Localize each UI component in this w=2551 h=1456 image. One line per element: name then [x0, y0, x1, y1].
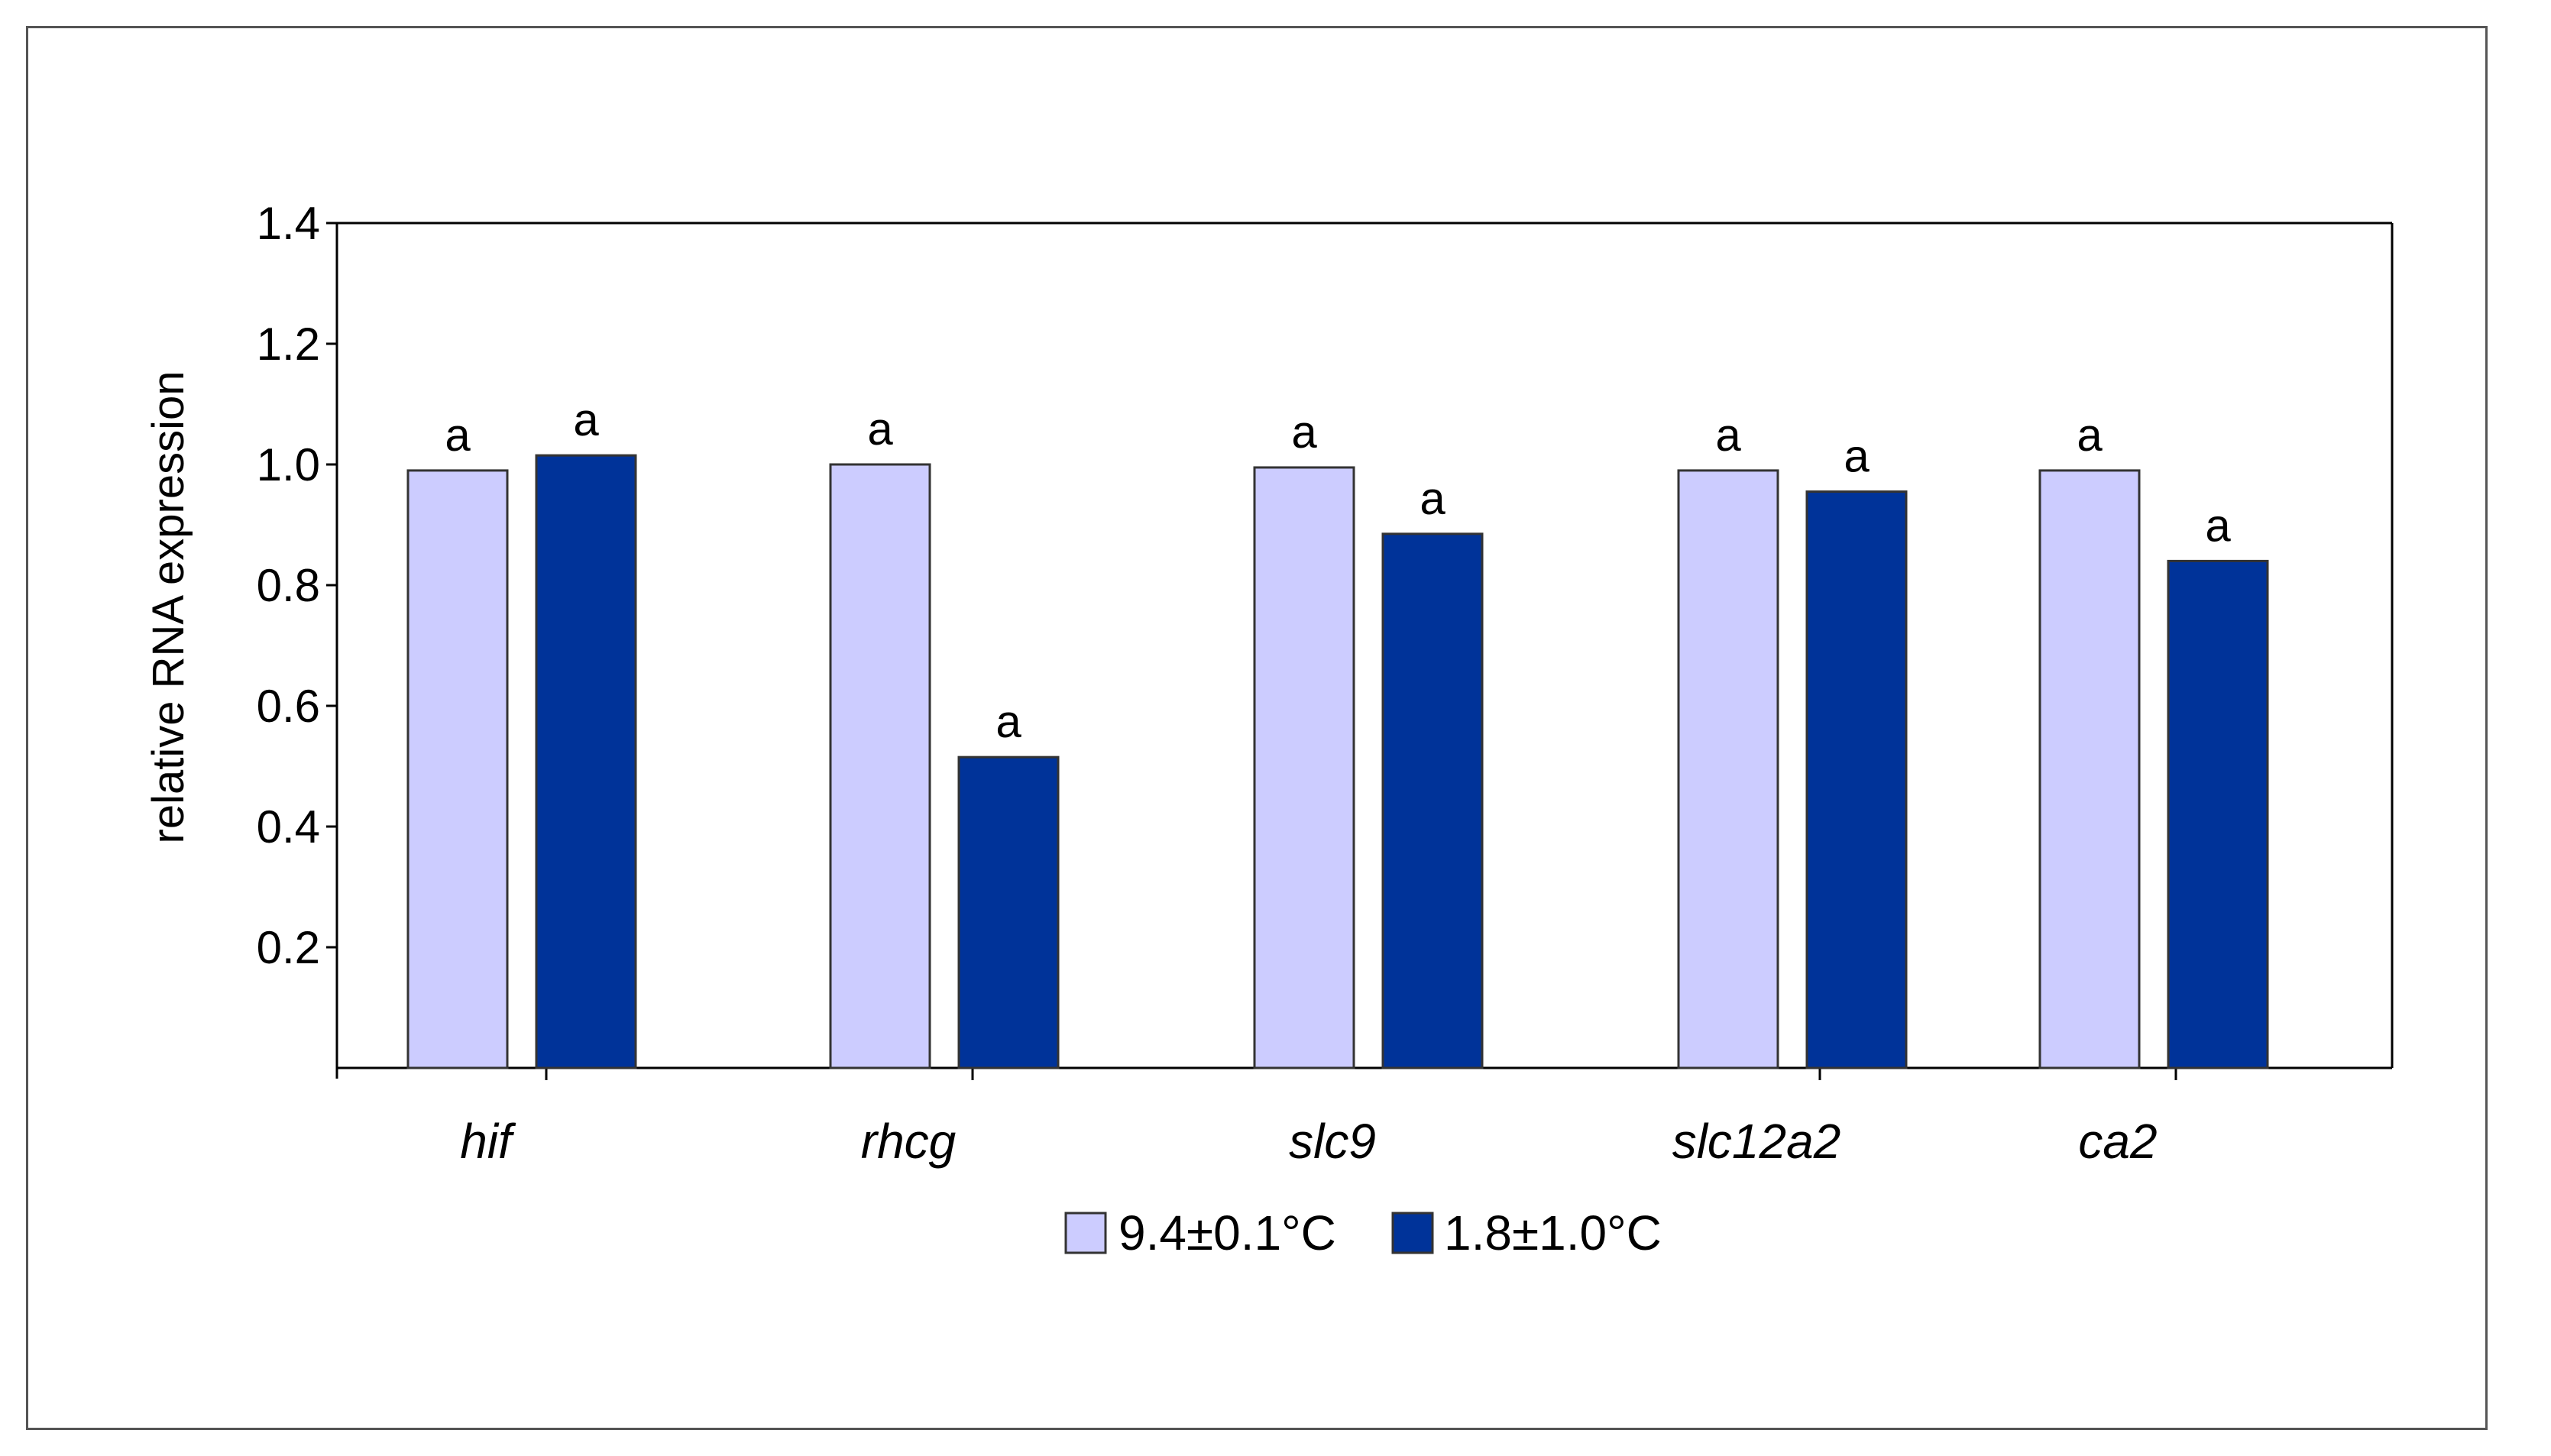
- significance-label: a: [573, 394, 599, 445]
- legend-swatch-2: [1391, 1212, 1434, 1254]
- significance-label: a: [1291, 406, 1317, 458]
- significance-label: a: [2077, 409, 2103, 461]
- legend: 9.4±0.1°C 1.8±1.0°C: [1064, 1205, 1662, 1260]
- significance-label: a: [445, 409, 471, 461]
- legend-swatch-1: [1064, 1212, 1107, 1254]
- bar-hif-series-2: [535, 454, 637, 1069]
- bar-hif-series-1: [406, 469, 509, 1069]
- y-axis-title: relative RNA expression: [144, 371, 193, 844]
- category-label-ca2: ca2: [2078, 1114, 2157, 1169]
- y-tick-label: 0.2: [257, 922, 320, 973]
- category-label-hif: hif: [460, 1114, 516, 1169]
- significance-label: a: [2205, 500, 2231, 551]
- bar-rhcg-series-2: [957, 756, 1060, 1069]
- y-tick-label: 1.0: [257, 439, 320, 490]
- legend-label-1: 9.4±0.1°C: [1118, 1205, 1336, 1260]
- bar-ca2-series-2: [2167, 559, 2269, 1069]
- bar-ca2-series-1: [2038, 469, 2141, 1069]
- significance-label: a: [867, 403, 893, 455]
- y-tick-label: 1.4: [257, 198, 320, 249]
- legend-label-2: 1.8±1.0°C: [1444, 1205, 1662, 1260]
- category-label-slc9: slc9: [1289, 1114, 1376, 1169]
- y-tick-label: 0.6: [257, 681, 320, 732]
- y-tick-label: 0.4: [257, 801, 320, 853]
- significance-label: a: [1844, 431, 1870, 482]
- category-label-rhcg: rhcg: [861, 1114, 957, 1169]
- significance-label: a: [1715, 409, 1741, 461]
- bar-slc9-series-2: [1381, 532, 1484, 1069]
- significance-label: a: [995, 696, 1021, 747]
- y-tick-label: 1.2: [257, 319, 320, 370]
- significance-label: a: [1420, 473, 1445, 524]
- bar-slc12a2-series-2: [1805, 490, 1908, 1069]
- y-tick-label: 0.8: [257, 560, 320, 611]
- bar-slc9-series-1: [1253, 466, 1355, 1069]
- plot-area: 0.2 0.4 0.6 0.8 1.0 1.2 1.4 a a hif a a rhcg a a slc9 a a…: [257, 198, 2394, 1169]
- bar-slc12a2-series-1: [1677, 469, 1779, 1069]
- category-label-slc12a2: slc12a2: [1672, 1114, 1841, 1169]
- bar-rhcg-series-1: [829, 463, 931, 1069]
